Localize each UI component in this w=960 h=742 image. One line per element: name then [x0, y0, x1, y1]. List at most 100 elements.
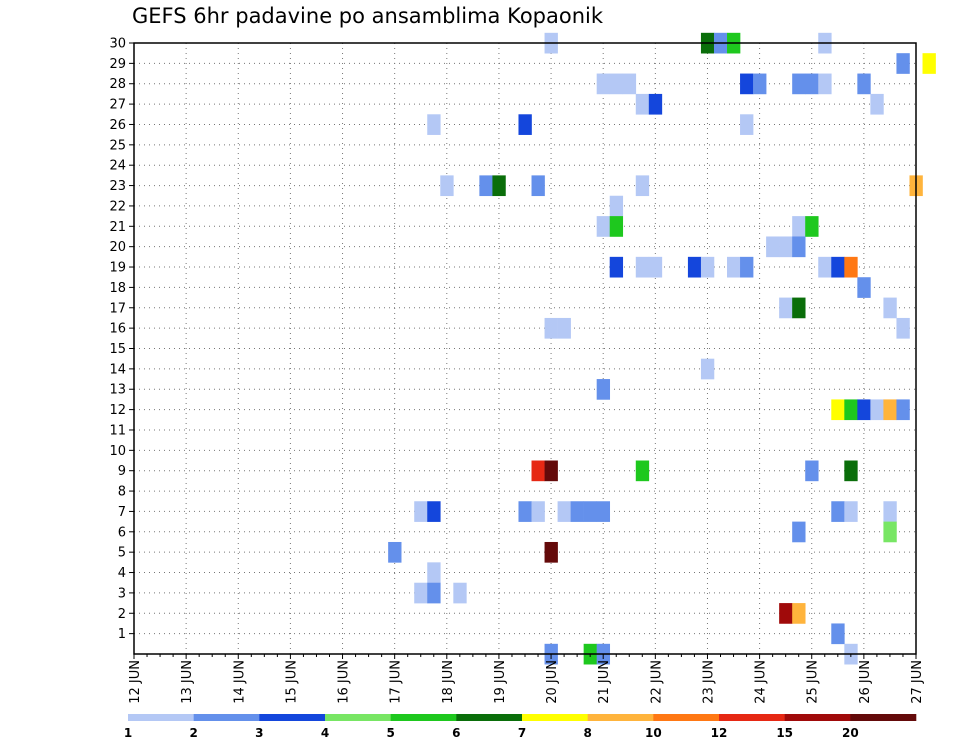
- heatmap-cell: [766, 236, 780, 258]
- legend-swatch: [587, 714, 654, 721]
- heatmap-cell: [492, 175, 506, 197]
- legend-swatch: [784, 714, 851, 721]
- legend-swatch: [653, 714, 720, 721]
- heatmap-cell: [544, 541, 558, 563]
- heatmap-cell: [440, 175, 454, 197]
- heatmap-cell: [635, 460, 650, 482]
- y-tick-label: 28: [109, 77, 126, 92]
- x-tick-label: 24 JUN: [754, 660, 769, 704]
- heatmap-cell: [479, 175, 493, 197]
- heatmap-cell: [792, 521, 806, 543]
- heatmap-cell: [831, 501, 845, 522]
- y-tick-label: 4: [118, 566, 126, 581]
- heatmap-cell: [518, 114, 532, 135]
- heatmap-cell: [427, 562, 441, 584]
- heatmap-cell: [857, 277, 871, 298]
- legend-swatch: [390, 714, 457, 721]
- heatmap-cell: [596, 216, 611, 237]
- y-tick-label: 29: [109, 57, 126, 72]
- heatmap-cell: [544, 317, 558, 339]
- legend-label: 2: [189, 726, 197, 740]
- heatmap-cell: [609, 256, 624, 278]
- legend-swatch: [456, 714, 523, 721]
- heatmap-cell: [427, 114, 441, 135]
- heatmap-cell: [648, 93, 663, 115]
- heatmap-cell: [596, 73, 611, 95]
- y-tick-label: 30: [109, 37, 126, 52]
- legend-swatch: [128, 714, 194, 721]
- heatmap-cell: [609, 73, 624, 95]
- heatmap-cell: [388, 541, 402, 563]
- legend-label: 10: [645, 726, 662, 740]
- heatmap-cell: [596, 379, 611, 400]
- x-tick-label: 23 JUN: [701, 660, 716, 704]
- y-tick-label: 7: [118, 505, 126, 520]
- heatmap-cell: [870, 93, 884, 115]
- heatmap-cell: [883, 501, 897, 522]
- heatmap-cell: [883, 521, 897, 543]
- heatmap-cell: [792, 297, 806, 319]
- y-tick-label: 6: [118, 525, 126, 540]
- x-tick-label: 16 JUN: [337, 660, 352, 704]
- heatmap-cell: [700, 256, 715, 278]
- y-tick-label: 11: [109, 423, 126, 438]
- legend-label: 4: [321, 726, 329, 740]
- heatmap-cell: [583, 501, 597, 522]
- y-tick-label: 16: [109, 322, 126, 337]
- heatmap-cell: [779, 603, 793, 624]
- heatmap-cell: [700, 358, 715, 380]
- x-tick-label: 14 JUN: [232, 660, 247, 704]
- heatmap-cell: [557, 317, 571, 339]
- heatmap-cell: [518, 501, 532, 522]
- heatmap-cell: [896, 317, 910, 339]
- heatmap-cell: [792, 236, 806, 258]
- heatmap-cell: [609, 195, 624, 217]
- heatmap-cell: [818, 256, 832, 278]
- y-tick-label: 9: [118, 464, 126, 479]
- heatmap-cell: [596, 501, 611, 522]
- heatmap-cell: [740, 73, 754, 95]
- y-tick-label: 27: [109, 98, 126, 113]
- heatmap-cell: [609, 216, 624, 237]
- x-tick-label: 26 JUN: [858, 660, 873, 704]
- heatmap-cell: [792, 73, 806, 95]
- heatmap-cell: [740, 256, 754, 278]
- heatmap-cell: [740, 114, 754, 135]
- x-tick-label: 22 JUN: [649, 660, 664, 704]
- heatmap-cell: [635, 175, 650, 197]
- heatmap-cell: [622, 73, 637, 95]
- heatmap-cell: [727, 256, 741, 278]
- y-tick-label: 5: [118, 546, 126, 561]
- legend-swatch: [850, 714, 917, 721]
- heatmap-cells: [388, 32, 936, 665]
- heatmap-cell: [453, 582, 467, 604]
- x-tick-label: 19 JUN: [493, 660, 508, 704]
- heatmap-cell: [805, 216, 819, 237]
- x-tick-label: 15 JUN: [284, 660, 299, 704]
- heatmap-cell: [687, 256, 702, 278]
- chart-title: GEFS 6hr padavine po ansamblima Kopaonik: [132, 4, 604, 28]
- legend-label: 15: [776, 726, 793, 740]
- heatmap-cell: [531, 460, 545, 482]
- heatmap-cell: [792, 603, 806, 624]
- legend-swatch: [193, 714, 260, 721]
- x-tick-label: 20 JUN: [545, 660, 560, 704]
- x-tick-label: 17 JUN: [389, 660, 404, 704]
- heatmap-cell: [427, 582, 441, 604]
- legend-swatch: [325, 714, 391, 721]
- y-tick-label: 10: [109, 444, 126, 459]
- heatmap-cell: [648, 256, 663, 278]
- y-tick-label: 17: [109, 301, 126, 316]
- legend-label: 3: [255, 726, 263, 740]
- y-tick-label: 13: [109, 383, 126, 398]
- y-tick-label: 25: [109, 138, 126, 153]
- heatmap-cell: [844, 460, 858, 482]
- grid: [134, 43, 916, 654]
- legend-label: 8: [583, 726, 591, 740]
- heatmap-cell: [531, 501, 545, 522]
- legend-swatch: [719, 714, 785, 721]
- x-tick-label: 18 JUN: [441, 660, 456, 704]
- heatmap-cell: [818, 73, 832, 95]
- y-tick-label: 19: [109, 261, 126, 276]
